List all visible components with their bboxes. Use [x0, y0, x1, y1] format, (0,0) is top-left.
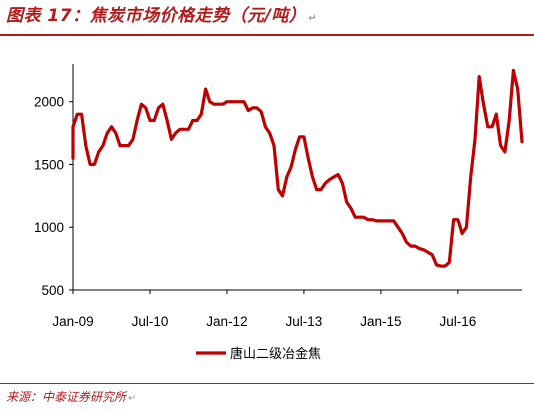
legend-label: 唐山二级冶金焦	[230, 346, 321, 362]
paragraph-mark-icon: ↵	[308, 13, 318, 24]
x-tick-label: Jan-09	[52, 314, 93, 329]
source-text: 来源：中泰证券研究所	[6, 390, 127, 404]
paragraph-mark-icon: ↵	[128, 393, 137, 404]
title-divider	[0, 34, 534, 36]
x-tick-label: Jan-15	[360, 314, 401, 329]
figure-title: 图表 17：焦炭市场价格走势（元/吨） ↵	[6, 4, 317, 28]
y-tick-label: 500	[41, 283, 64, 298]
series-line	[71, 68, 524, 268]
y-tick-label: 1500	[34, 157, 64, 172]
x-tick-label: Jan-12	[206, 314, 247, 329]
y-tick-label: 1000	[34, 220, 64, 235]
footer-divider	[0, 383, 534, 384]
x-tick-label: Jul-10	[132, 314, 169, 329]
x-tick-label: Jul-13	[286, 314, 323, 329]
source-note: 来源：中泰证券研究所 ↵	[6, 388, 136, 408]
figure-title-text: 图表 17：焦炭市场价格走势（元/吨）	[6, 6, 307, 26]
y-tick-label: 2000	[34, 95, 64, 110]
x-tick-label: Jul-16	[439, 314, 476, 329]
